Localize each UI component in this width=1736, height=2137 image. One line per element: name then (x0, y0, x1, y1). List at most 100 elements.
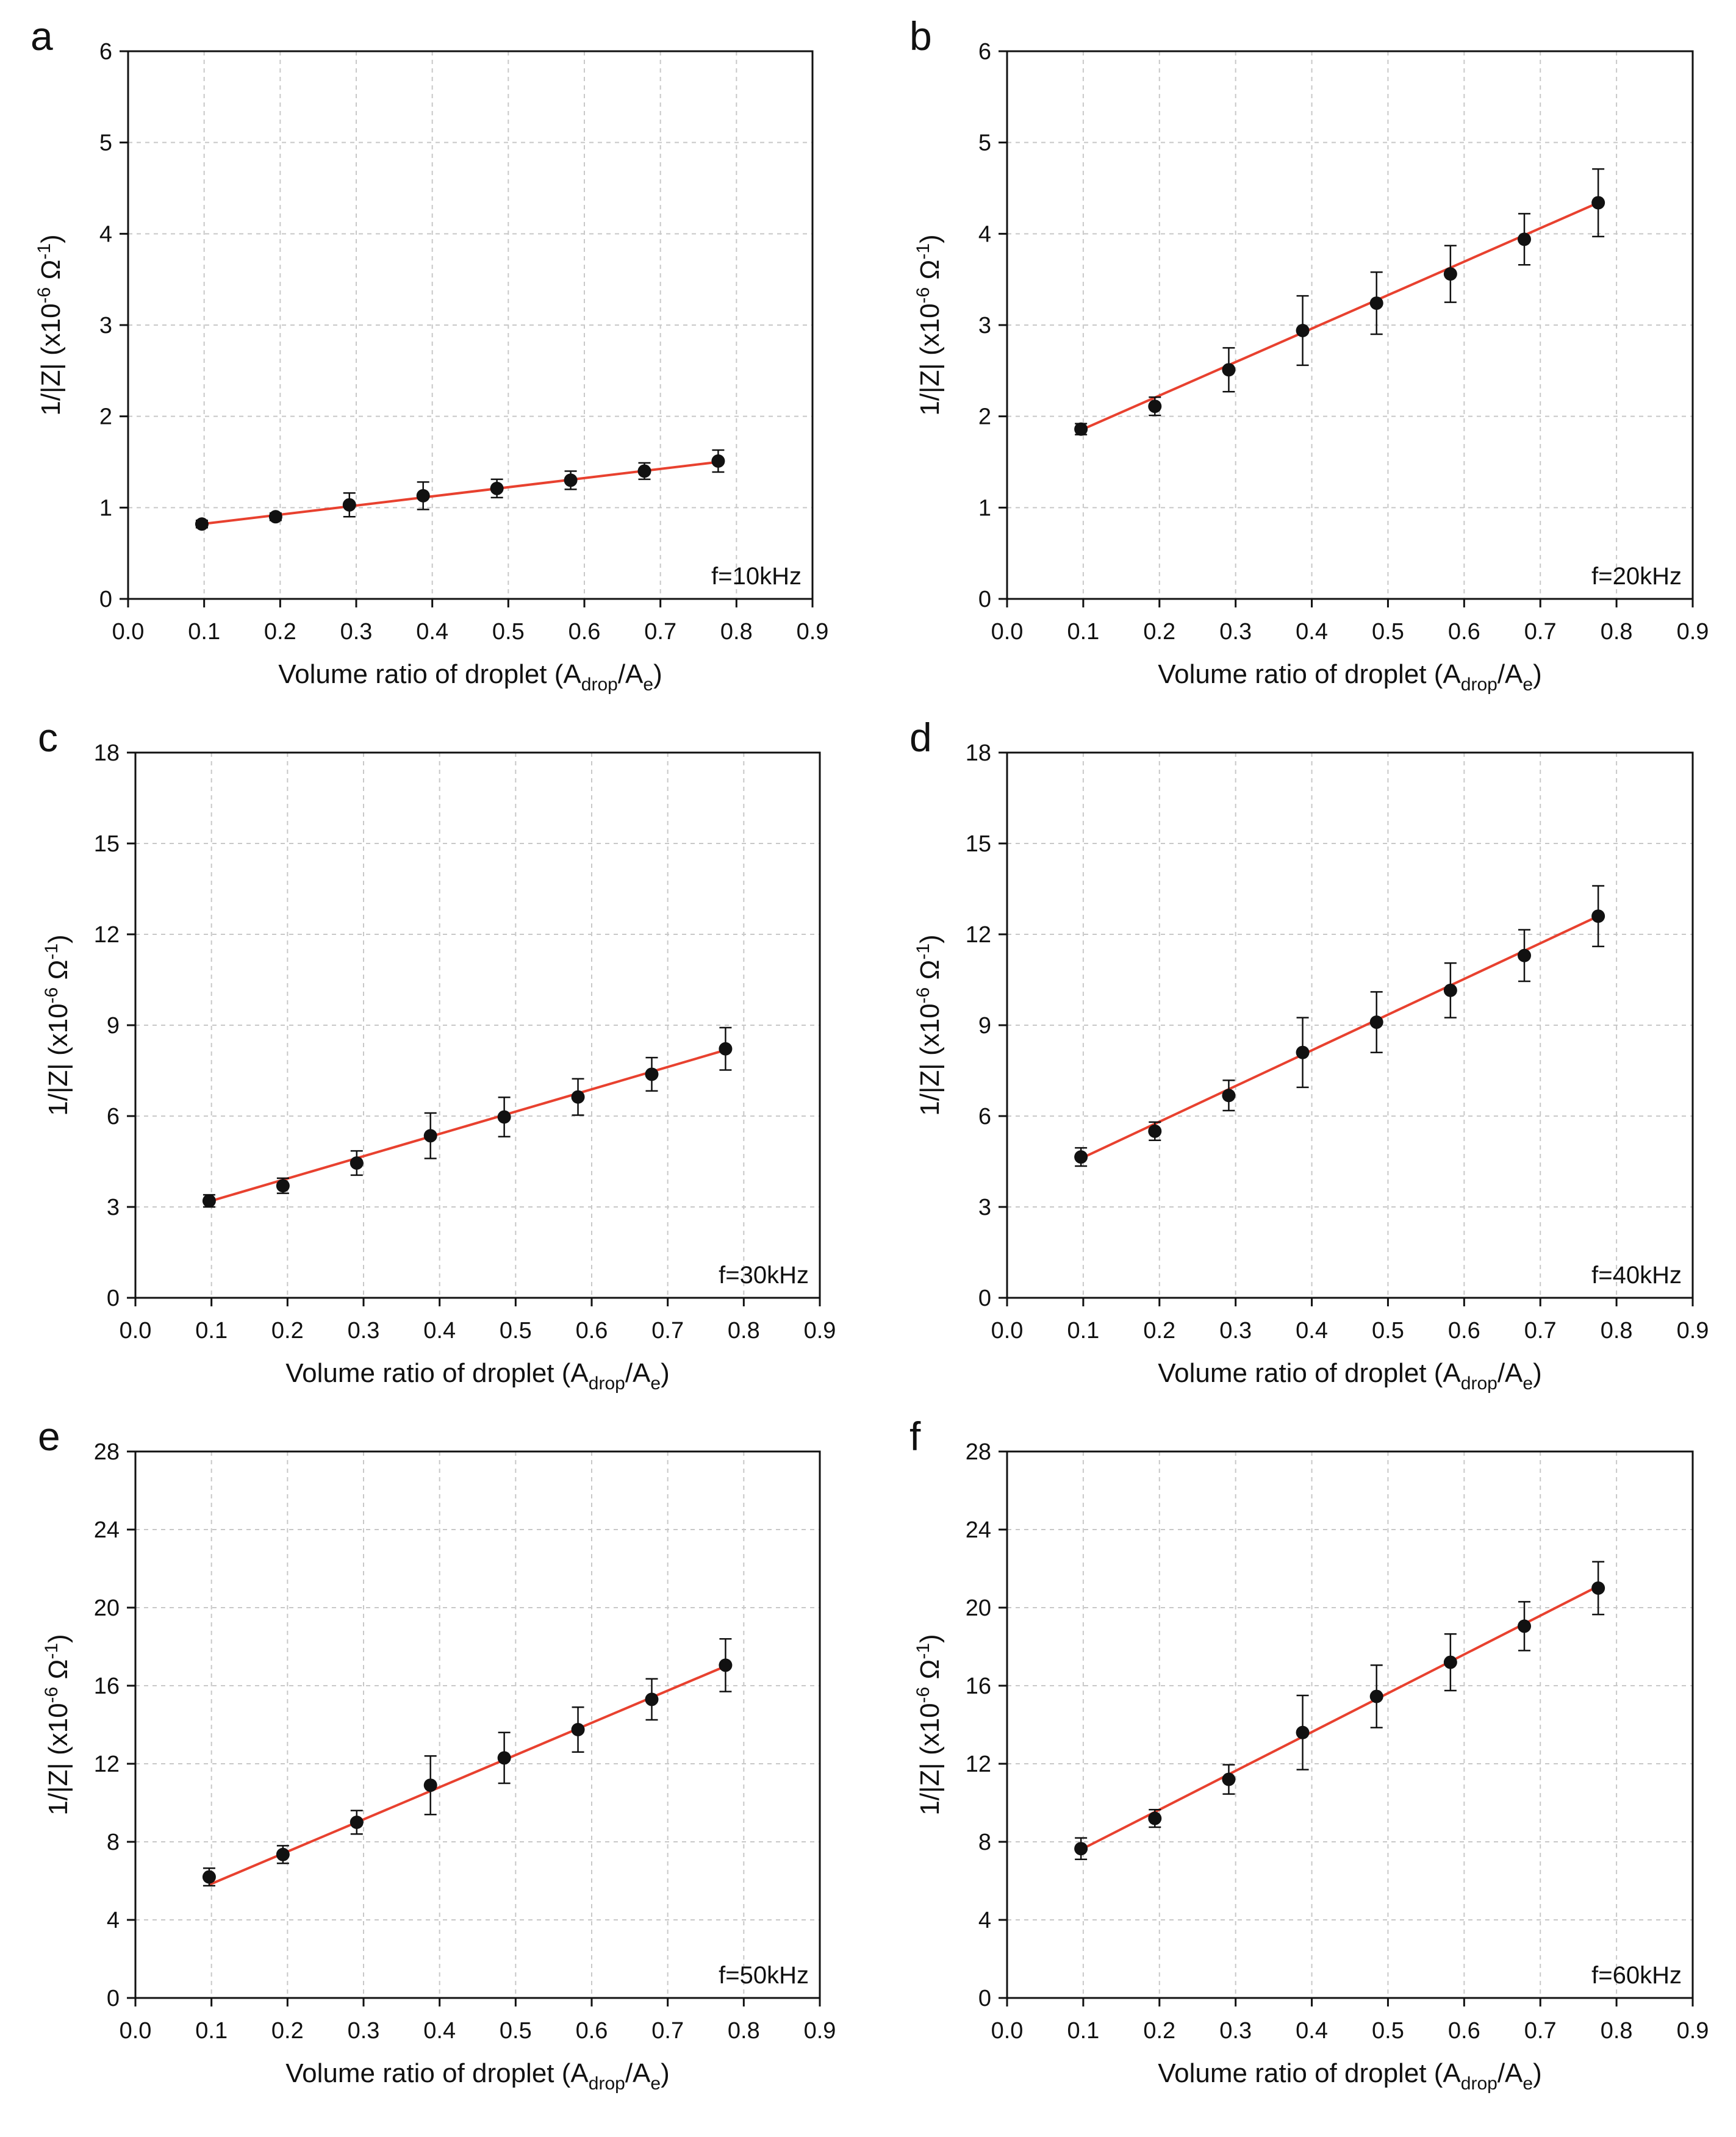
panel-letter: e (38, 1414, 60, 1459)
x-tick-label: 0.4 (423, 2018, 456, 2044)
y-tick-label: 4 (107, 1908, 120, 1933)
data-point (202, 1870, 216, 1884)
x-tick-label: 0.2 (271, 1318, 304, 1344)
y-tick-label: 18 (966, 740, 991, 766)
data-point (1222, 1772, 1236, 1786)
x-tick-label: 0.8 (728, 1318, 760, 1344)
fit-line (1080, 915, 1599, 1160)
x-tick-label: 0.0 (991, 2018, 1024, 2044)
panel-d: 0.0 0.1 0.2 0.3 0.4 0.5 0.6 0.7 0.8 0.9 0 3 6 9 12 15 18… (909, 715, 1709, 1394)
x-tick-label: 0.0 (991, 1318, 1024, 1344)
y-tick-label: 2 (978, 404, 991, 430)
data-point (350, 1816, 364, 1829)
data-point (268, 510, 282, 524)
y-tick-label: 0 (99, 587, 112, 612)
data-point (645, 1692, 659, 1706)
data-point (1591, 1581, 1605, 1595)
x-axis-title: Volume ratio of droplet (Adrop/Ae) (1158, 659, 1541, 695)
data-point (719, 1658, 733, 1672)
data-point (276, 1847, 290, 1861)
y-axis-title: 1/|Z| (x10-6 Ω-1) (913, 934, 945, 1115)
frequency-label: f=10kHz (711, 563, 802, 590)
x-tick-label: 0.8 (1601, 619, 1633, 645)
x-tick-label: 0.4 (1296, 2018, 1328, 2044)
x-tick-label: 0.1 (1067, 619, 1099, 645)
data-point (423, 1778, 437, 1792)
y-tick-label: 20 (94, 1595, 120, 1621)
x-tick-label: 0.7 (651, 1318, 684, 1344)
data-point (1148, 399, 1162, 413)
y-axis-title: 1/|Z| (x10-6 Ω-1) (913, 1634, 945, 1815)
x-tick-label: 0.2 (264, 619, 296, 645)
data-point (1591, 909, 1605, 923)
x-tick-label: 0.6 (1448, 619, 1480, 645)
x-tick-label: 0.1 (188, 619, 220, 645)
x-tick-label: 0.1 (195, 2018, 228, 2044)
data-point (350, 1156, 364, 1170)
data-point (1222, 363, 1236, 377)
y-tick-label: 6 (978, 39, 991, 65)
y-tick-label: 8 (978, 1830, 991, 1855)
y-tick-label: 28 (966, 1439, 991, 1465)
data-point (1443, 267, 1457, 281)
y-tick-label: 3 (978, 313, 991, 338)
y-tick-label: 6 (978, 1104, 991, 1129)
fit-line (1080, 1585, 1599, 1851)
data-point (637, 464, 651, 478)
data-point (719, 1042, 733, 1056)
data-point (1074, 422, 1088, 436)
x-tick-label: 0.0 (112, 619, 145, 645)
panel-letter: b (909, 13, 932, 59)
x-tick-label: 0.9 (797, 619, 829, 645)
x-axis-title: Volume ratio of droplet (Adrop/Ae) (1158, 1358, 1541, 1394)
y-axis-title: 1/|Z| (x10-6 Ω-1) (913, 234, 945, 415)
y-tick-label: 24 (966, 1517, 991, 1543)
x-tick-label: 0.8 (1601, 2018, 1633, 2044)
x-tick-label: 0.8 (728, 2018, 760, 2044)
y-tick-label: 28 (94, 1439, 120, 1465)
data-point (276, 1179, 290, 1193)
panel-b: 0.0 0.1 0.2 0.3 0.4 0.5 0.6 0.7 0.8 0.9 0 1 2 3 4 5 6 b f=… (909, 13, 1709, 695)
frequency-label: f=30kHz (719, 1262, 809, 1289)
data-point (490, 481, 504, 495)
fit-line (1080, 201, 1599, 431)
x-tick-label: 0.5 (1372, 619, 1404, 645)
x-tick-label: 0.3 (340, 619, 373, 645)
y-tick-label: 6 (107, 1104, 120, 1129)
x-tick-label: 0.2 (1143, 1318, 1175, 1344)
y-axis-title: 1/|Z| (x10-6 Ω-1) (41, 1634, 73, 1815)
data-point (1074, 1842, 1088, 1856)
data-point (342, 498, 356, 512)
data-point (1369, 1015, 1383, 1029)
plot-frame (1006, 1450, 1694, 1999)
x-tick-label: 0.6 (576, 1318, 608, 1344)
x-tick-label: 0.5 (492, 619, 525, 645)
frequency-label: f=50kHz (719, 1962, 809, 1989)
x-axis-title: Volume ratio of droplet (Adrop/Ae) (285, 1358, 669, 1394)
y-axis-title: 1/|Z| (x10-6 Ω-1) (41, 934, 73, 1115)
x-tick-label: 0.8 (1601, 1318, 1633, 1344)
panel-letter: c (38, 715, 58, 760)
x-tick-label: 0.4 (1296, 1318, 1328, 1344)
data-point (1517, 232, 1531, 246)
x-tick-label: 0.7 (1524, 619, 1557, 645)
x-tick-label: 0.4 (423, 1318, 456, 1344)
x-tick-label: 0.2 (1143, 2018, 1175, 2044)
x-tick-label: 0.7 (651, 2018, 684, 2044)
x-tick-label: 0.9 (804, 2018, 836, 2044)
data-point (1148, 1811, 1162, 1825)
y-tick-label: 6 (99, 39, 112, 65)
fit-line (209, 1048, 726, 1203)
y-tick-label: 0 (978, 1286, 991, 1311)
data-point (1443, 983, 1457, 997)
x-tick-label: 0.1 (1067, 1318, 1099, 1344)
x-tick-label: 0.9 (804, 1318, 836, 1344)
y-tick-label: 9 (107, 1013, 120, 1039)
y-tick-label: 2 (99, 404, 112, 430)
data-point (645, 1067, 659, 1081)
x-tick-label: 0.5 (1372, 1318, 1404, 1344)
x-tick-label: 0.6 (1448, 1318, 1480, 1344)
x-tick-label: 0.6 (569, 619, 601, 645)
data-point (423, 1129, 437, 1143)
